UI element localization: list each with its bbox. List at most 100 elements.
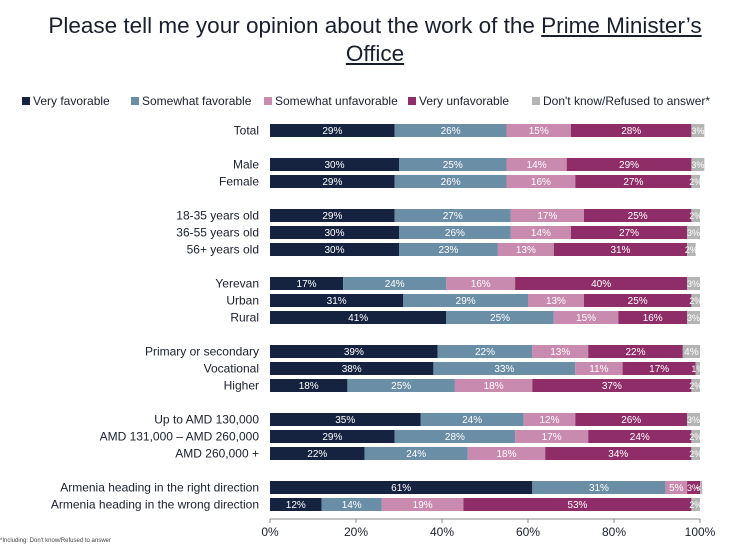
data-label: 3% (687, 279, 700, 289)
bar-segment (691, 447, 700, 460)
bar-segment (545, 447, 692, 460)
chart-legend: Very favorable Somewhat favorable Somewhat… (22, 94, 742, 110)
bar-segment (515, 430, 589, 443)
bar-segment (270, 379, 348, 392)
x-tick-label: 100% (685, 525, 716, 539)
bar-segment (394, 175, 507, 188)
bar-segment (270, 362, 434, 375)
data-label: 24% (462, 415, 482, 426)
data-label: 17% (297, 279, 317, 290)
bar-segment (270, 311, 447, 324)
data-label: 22% (475, 347, 495, 358)
data-label: 11% (589, 364, 608, 375)
data-label: 27% (619, 228, 639, 239)
data-label: 17% (537, 211, 557, 222)
data-label: 22% (307, 449, 327, 460)
data-label: 29% (619, 160, 639, 171)
category-label: AMD 131,000 – AMD 260,000 (100, 430, 260, 444)
data-label: 18% (496, 449, 516, 460)
category-label: Yerevan (215, 277, 259, 291)
data-label: 31% (589, 483, 609, 494)
bar-segment (553, 243, 688, 256)
bar-segment (506, 124, 571, 137)
data-label: 34% (608, 449, 628, 460)
bar-segment (532, 481, 666, 494)
category-label: Up to AMD 130,000 (154, 413, 259, 427)
bar-segment (454, 379, 533, 392)
legend-label: Don't know/Refused to answer* (543, 94, 711, 108)
legend-item: Somewhat unfavorable (264, 94, 398, 108)
data-label: 53% (567, 500, 587, 511)
data-label: 12% (286, 500, 306, 511)
data-label: 14% (342, 500, 362, 511)
bar-segment (532, 345, 589, 358)
bar-segment (575, 413, 688, 426)
data-label: 29% (322, 432, 342, 443)
legend-label: Somewhat unfavorable (275, 94, 398, 108)
bar-segment (270, 430, 395, 443)
bar-segment (446, 277, 516, 290)
data-label: 37% (602, 381, 622, 392)
data-label: 28% (445, 432, 465, 443)
data-label: <1 (696, 483, 706, 493)
data-label: 2% (689, 500, 702, 510)
legend-swatch (22, 97, 30, 105)
data-label: 2% (685, 245, 698, 255)
bar-segment (506, 158, 567, 171)
data-label: 61% (391, 483, 411, 494)
category-label: Rural (230, 311, 259, 325)
data-label: 23% (438, 245, 458, 256)
legend-item: Very unfavorable (408, 94, 509, 108)
data-label: 29% (322, 126, 342, 137)
bar-segment (463, 498, 692, 511)
legend-item: Very favorable (22, 94, 110, 108)
bar-segment (523, 413, 576, 426)
category-label: 56+ years old (187, 243, 259, 257)
bar-segment (270, 243, 399, 256)
bar-segment (399, 243, 498, 256)
bar-segment (270, 413, 421, 426)
legend-swatch (408, 97, 416, 105)
bar-segment (515, 277, 688, 290)
bar-segment (687, 481, 700, 494)
bar-segment (687, 311, 700, 324)
data-label: 29% (322, 211, 342, 222)
data-label: 30% (324, 160, 344, 171)
category-label: Total (234, 124, 259, 138)
data-label: 16% (531, 177, 551, 188)
bar-segment (399, 226, 511, 239)
bar-segment (687, 243, 696, 256)
data-label: 26% (621, 415, 641, 426)
bar-segment (321, 498, 382, 511)
bar-segment (682, 345, 700, 358)
bar-segment (420, 413, 524, 426)
data-label: 2% (689, 449, 702, 459)
bar-segment (437, 345, 533, 358)
data-label: 13% (550, 347, 570, 358)
bar-segment (687, 226, 700, 239)
bar-segment (691, 294, 700, 307)
bar-segment (446, 311, 554, 324)
category-label: Primary or secondary (145, 345, 259, 359)
bar-segment (553, 311, 619, 324)
data-label: 14% (527, 160, 547, 171)
data-label: 38% (342, 364, 362, 375)
category-label: Male (233, 158, 259, 172)
category-label: Armenia heading in the wrong direction (51, 498, 259, 512)
bar-segment (622, 362, 696, 375)
data-label: 5% (669, 483, 684, 494)
data-label: 4% (684, 347, 699, 358)
data-label: 33% (494, 364, 514, 375)
bar-segment (506, 175, 576, 188)
bar-segment (497, 243, 554, 256)
bar-segment (270, 209, 395, 222)
bar-segment (343, 277, 447, 290)
data-label: 2% (689, 177, 702, 187)
data-label: 18% (484, 381, 504, 392)
data-label: 31% (610, 245, 630, 256)
data-label: 15% (576, 313, 596, 324)
bar-segment (691, 379, 700, 392)
x-tick-label: 60% (516, 525, 540, 539)
bar-segment (467, 447, 546, 460)
bar-segment (394, 124, 507, 137)
